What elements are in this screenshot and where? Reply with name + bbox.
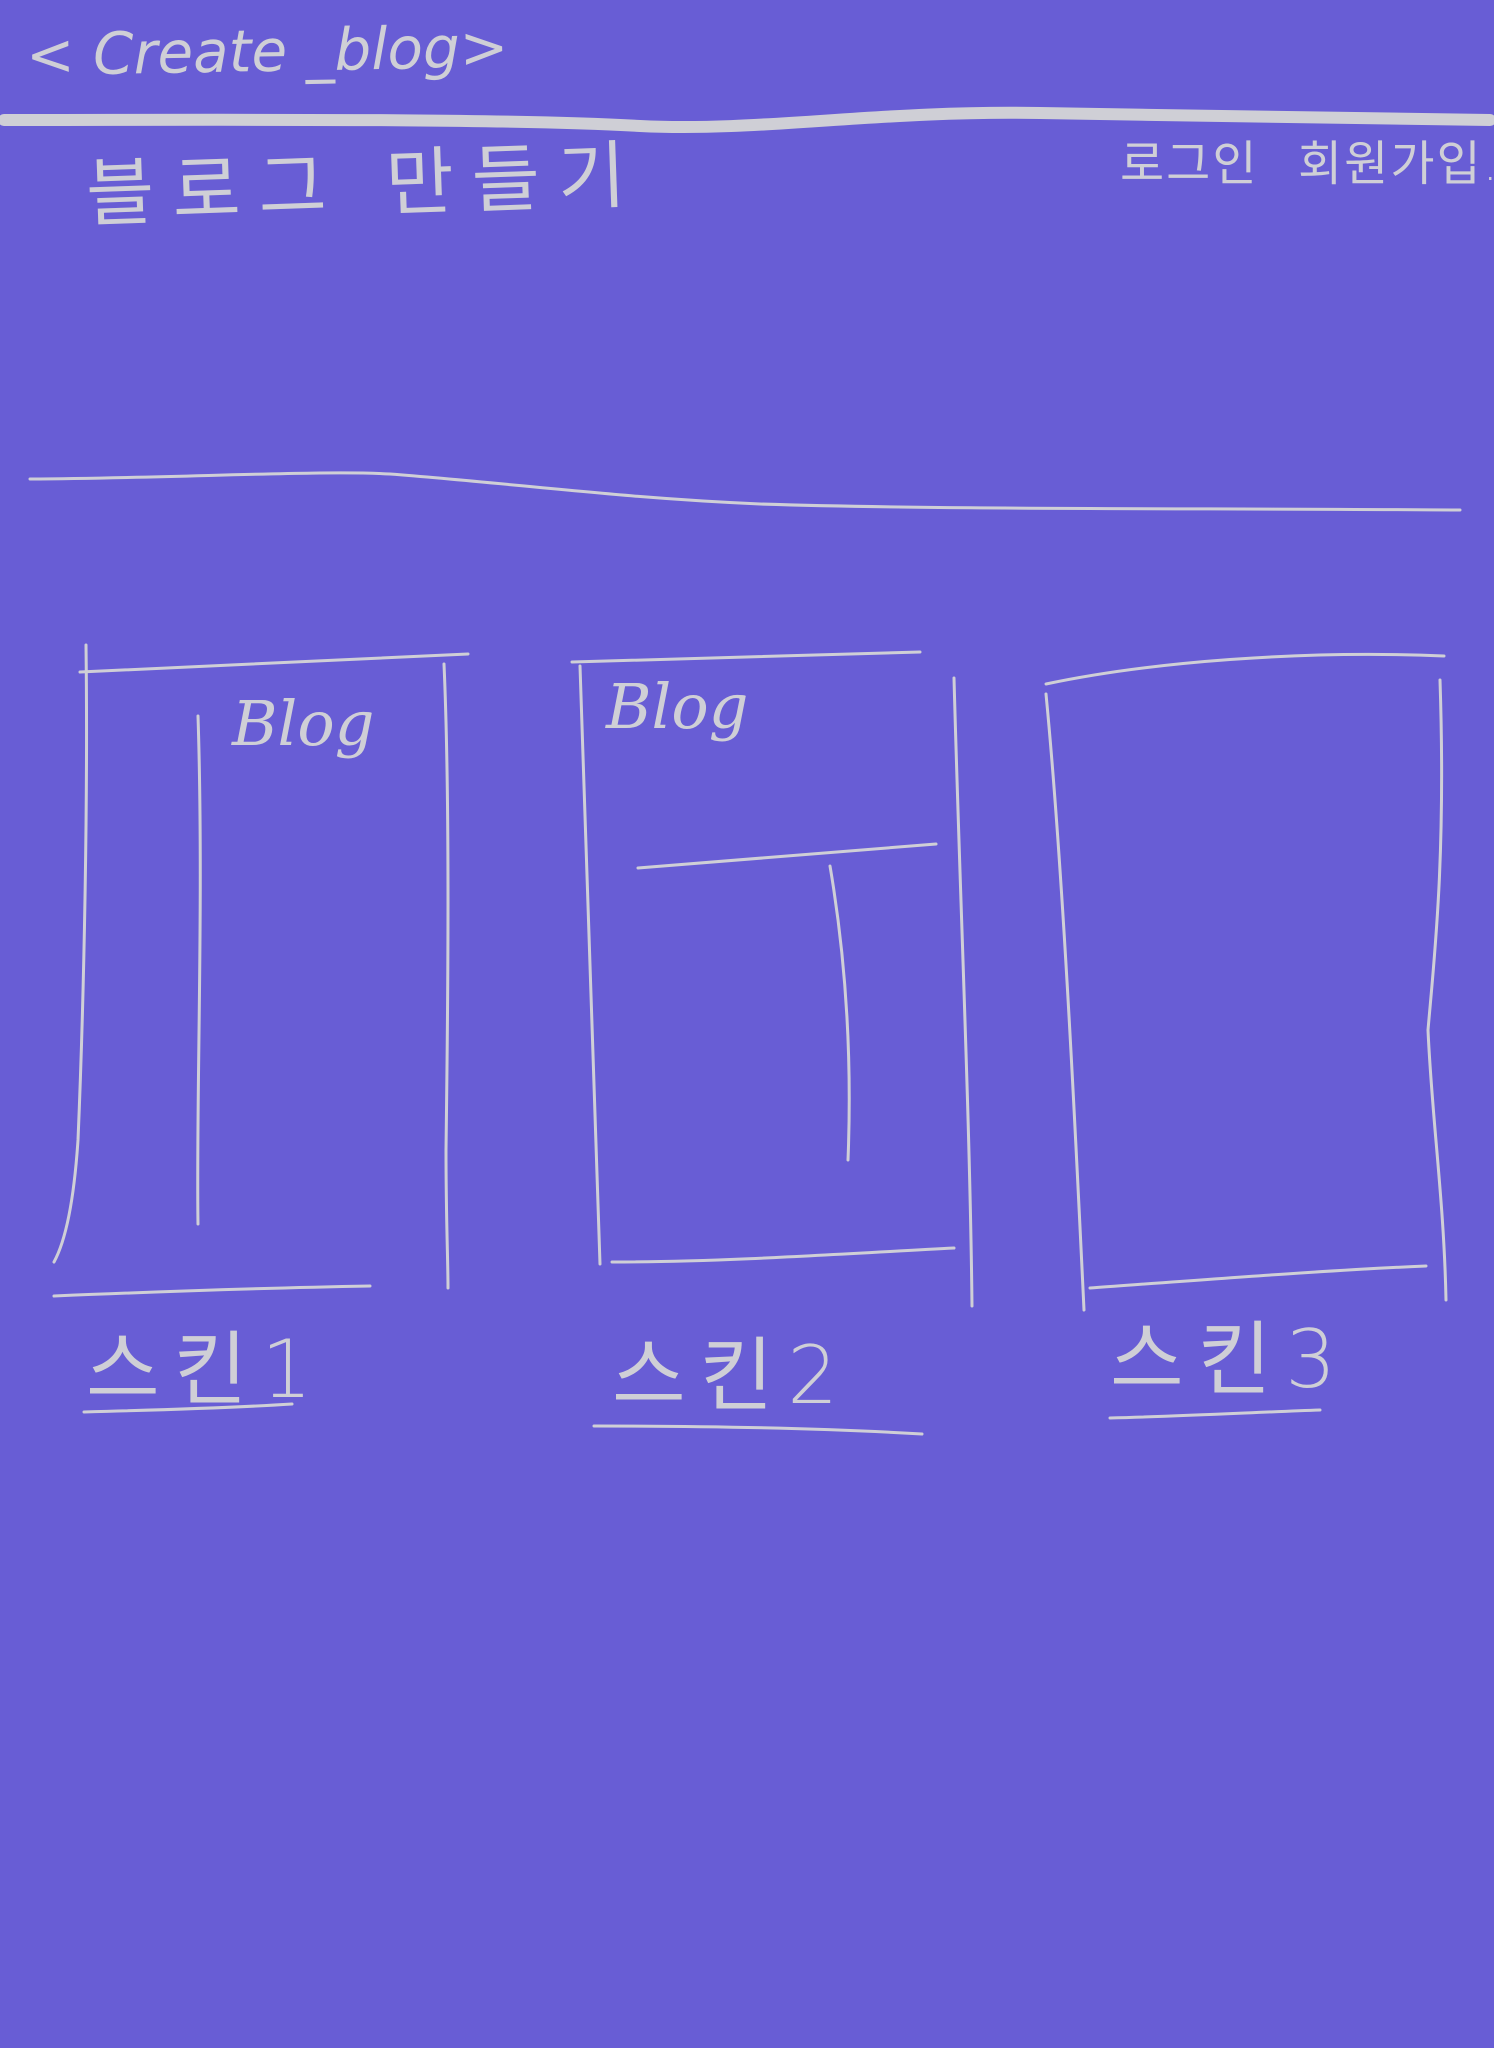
skin1-card[interactable]: Blog xyxy=(54,645,454,1295)
skin2-label[interactable]: 스킨2 xyxy=(612,1329,853,1422)
skin2-preview-blog-label: Blog xyxy=(606,670,749,743)
skin3-label[interactable]: 스킨3 xyxy=(1110,1313,1351,1406)
skin2-card[interactable]: Blog xyxy=(572,650,972,1306)
app-title: < Create _blog> xyxy=(25,12,509,90)
skin3-label-stroke xyxy=(1108,1408,1322,1420)
signup-link[interactable]: 회원가입. xyxy=(1298,136,1494,192)
skin1-preview-blog-label: Blog xyxy=(232,687,375,760)
login-link[interactable]: 로그인 xyxy=(1120,136,1259,192)
page-title: 블로그 만들기 xyxy=(84,132,646,238)
section-divider xyxy=(28,471,1462,512)
skin2-label-stroke xyxy=(592,1424,924,1436)
skin3-card[interactable] xyxy=(1046,650,1448,1310)
skin1-label[interactable]: 스킨1 xyxy=(86,1323,327,1416)
header-divider xyxy=(0,106,1494,134)
